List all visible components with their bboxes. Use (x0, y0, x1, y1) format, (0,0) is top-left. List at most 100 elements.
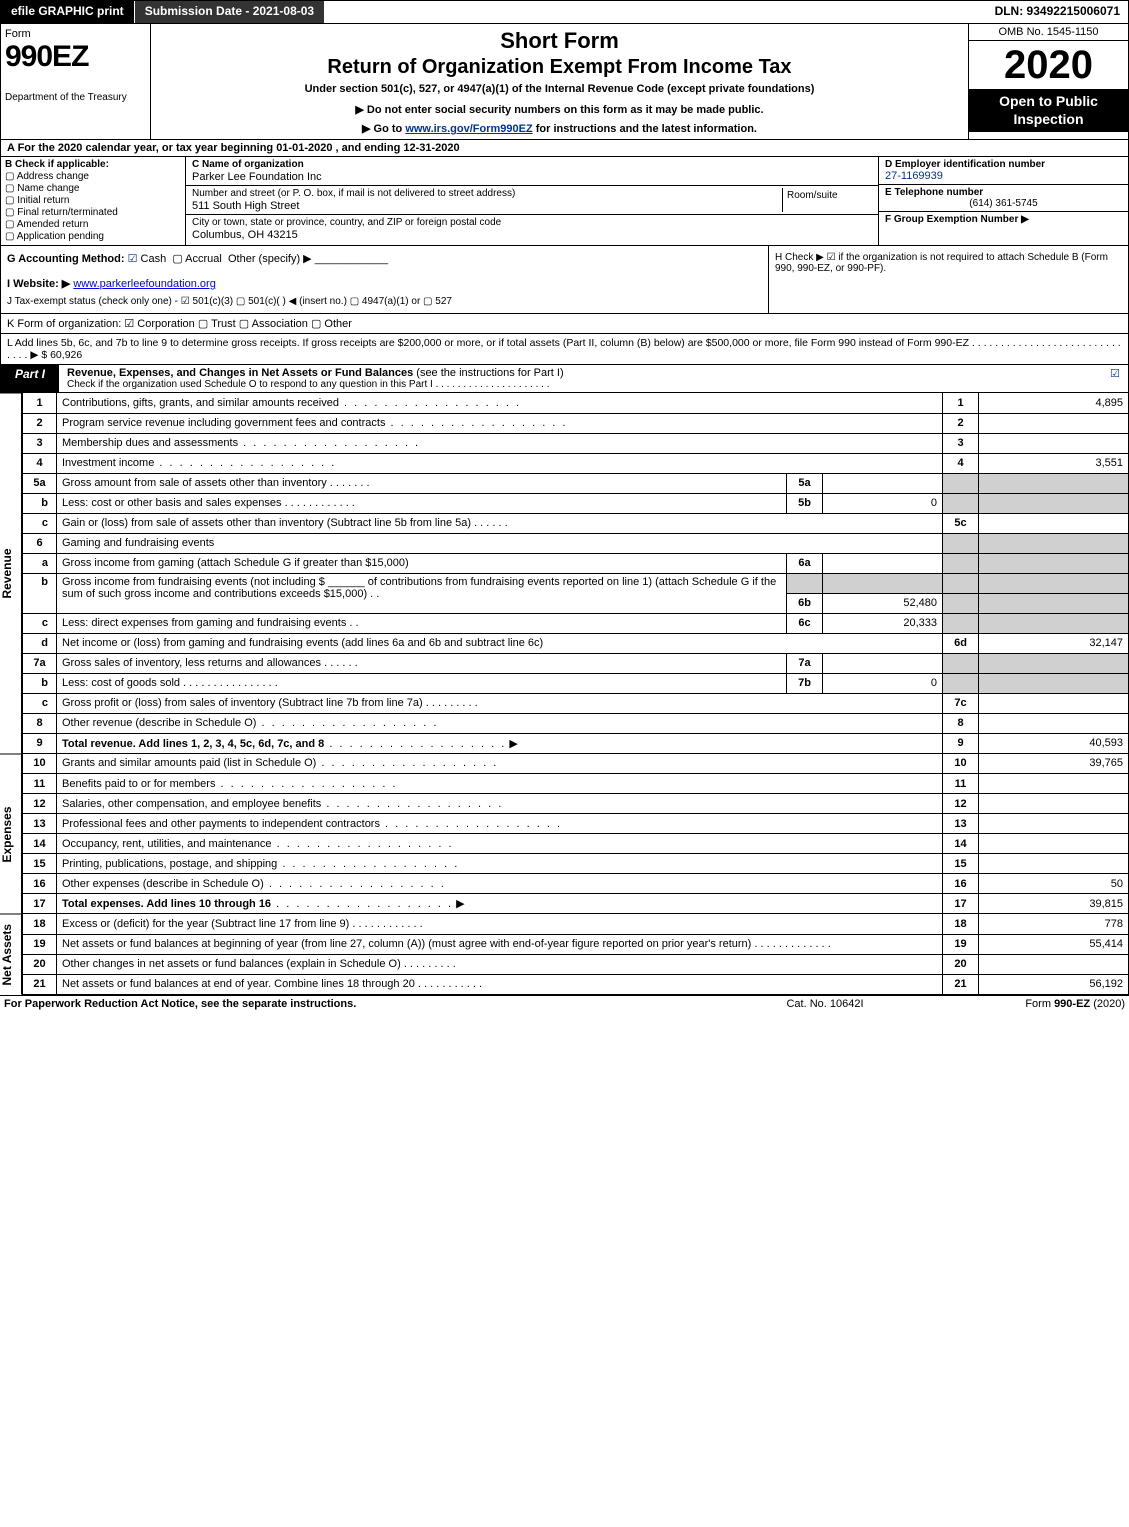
l6a-desc: Gross income from gaming (attach Schedul… (57, 553, 787, 573)
l13-num: 13 (23, 814, 57, 834)
l16-val: 50 (979, 874, 1129, 894)
chk-initial-return[interactable]: Initial return (5, 195, 181, 206)
l10-val: 39,765 (979, 754, 1129, 774)
l6c-desc: Less: direct expenses from gaming and fu… (57, 613, 787, 633)
section-c: C Name of organization Parker Lee Founda… (186, 157, 878, 245)
l21-num: 21 (23, 974, 57, 994)
submission-date-button[interactable]: Submission Date - 2021-08-03 (135, 1, 325, 23)
l15-box: 15 (943, 854, 979, 874)
l20-num: 20 (23, 954, 57, 974)
l2-desc: Program service revenue including govern… (57, 413, 943, 433)
l6b2-shade (943, 593, 979, 613)
l10-box: 10 (943, 754, 979, 774)
l21-desc: Net assets or fund balances at end of ye… (57, 974, 943, 994)
org-city-row: City or town, state or province, country… (186, 215, 878, 243)
chk-name-change[interactable]: Name change (5, 183, 181, 194)
l10-num: 10 (23, 754, 57, 774)
l19-num: 19 (23, 934, 57, 954)
chk-accrual[interactable]: Accrual (172, 253, 222, 265)
row-l-text: L Add lines 5b, 6c, and 7b to line 9 to … (7, 337, 1121, 361)
line-6a: a Gross income from gaming (attach Sched… (23, 553, 1129, 573)
l8-box: 8 (943, 713, 979, 733)
title-return: Return of Organization Exempt From Incom… (157, 56, 962, 79)
l6a-num: a (23, 553, 57, 573)
chk-cash[interactable]: Cash (128, 253, 167, 265)
l14-desc: Occupancy, rent, utilities, and maintena… (57, 834, 943, 854)
l21-val: 56,192 (979, 974, 1129, 994)
l5b-box: 5b (787, 493, 823, 513)
phone-value: (614) 361-5745 (885, 198, 1122, 209)
ein-row: D Employer identification number 27-1169… (879, 157, 1128, 185)
expenses-table: 10 Grants and similar amounts paid (list… (22, 754, 1129, 915)
line-13: 13 Professional fees and other payments … (23, 814, 1129, 834)
form-title-block: Short Form Return of Organization Exempt… (151, 24, 968, 139)
l6d-val: 32,147 (979, 633, 1129, 653)
chk-address-change[interactable]: Address change (5, 171, 181, 182)
org-name-row: C Name of organization Parker Lee Founda… (186, 157, 878, 186)
l6b2-shade2 (979, 593, 1129, 613)
l18-val: 778 (979, 914, 1129, 934)
l14-val (979, 834, 1129, 854)
chk-amended-return[interactable]: Amended return (5, 219, 181, 230)
l6b-box: 6b (787, 593, 823, 613)
part1-tab: Part I (1, 365, 59, 392)
line-16: 16 Other expenses (describe in Schedule … (23, 874, 1129, 894)
accounting-method: G Accounting Method: Cash Accrual Other … (1, 246, 768, 313)
l2-num: 2 (23, 413, 57, 433)
l15-num: 15 (23, 854, 57, 874)
l16-box: 16 (943, 874, 979, 894)
l17-val: 39,815 (979, 894, 1129, 914)
l5b-desc: Less: cost or other basis and sales expe… (57, 493, 787, 513)
irs-link[interactable]: www.irs.gov/Form990EZ (405, 123, 532, 135)
line-21: 21 Net assets or fund balances at end of… (23, 974, 1129, 994)
l12-box: 12 (943, 794, 979, 814)
other-specify: Other (specify) ▶ (228, 253, 312, 265)
chk-final-return[interactable]: Final return/terminated (5, 207, 181, 218)
line-8: 8 Other revenue (describe in Schedule O)… (23, 713, 1129, 733)
tax-year: 2020 (969, 41, 1128, 89)
row-l-amount: 60,926 (50, 349, 82, 361)
line-1: 1 Contributions, gifts, grants, and simi… (23, 393, 1129, 413)
efile-print-button[interactable]: efile GRAPHIC print (1, 1, 135, 23)
l7c-desc: Gross profit or (loss) from sales of inv… (57, 693, 943, 713)
l4-val: 3,551 (979, 453, 1129, 473)
line-3: 3 Membership dues and assessments 3 (23, 433, 1129, 453)
org-name-label: C Name of organization (192, 159, 872, 170)
l5a-num: 5a (23, 473, 57, 493)
topbar: efile GRAPHIC print Submission Date - 20… (0, 0, 1129, 24)
l18-box: 18 (943, 914, 979, 934)
topbar-spacer (325, 1, 986, 23)
chk-application-pending[interactable]: Application pending (5, 231, 181, 242)
info-grid: B Check if applicable: Address change Na… (0, 157, 1129, 246)
l17-num: 17 (23, 894, 57, 914)
l5a-shade (943, 473, 979, 493)
l20-box: 20 (943, 954, 979, 974)
part1-schedule-o-check[interactable] (1102, 365, 1128, 392)
phone-label: E Telephone number (885, 187, 1122, 198)
l7a-shade (943, 653, 979, 673)
l6a-shade (943, 553, 979, 573)
revenue-table: 1 Contributions, gifts, grants, and simi… (22, 393, 1129, 754)
line-9: 9 Total revenue. Add lines 1, 2, 3, 4, 5… (23, 733, 1129, 753)
omb-number: OMB No. 1545-1150 (969, 24, 1128, 41)
l6-num: 6 (23, 533, 57, 553)
l7c-box: 7c (943, 693, 979, 713)
part1-title: Revenue, Expenses, and Changes in Net As… (59, 365, 1102, 392)
net-assets-section: Net Assets 18 Excess or (deficit) for th… (0, 914, 1129, 995)
l11-num: 11 (23, 774, 57, 794)
website-link[interactable]: www.parkerleefoundation.org (73, 278, 215, 290)
org-addr-row: Number and street (or P. O. box, if mail… (186, 186, 878, 215)
l6d-desc: Net income or (loss) from gaming and fun… (57, 633, 943, 653)
line-7b: b Less: cost of goods sold . . . . . . .… (23, 673, 1129, 693)
group-exemption-row: F Group Exemption Number ▶ (879, 212, 1128, 245)
form-number: 990EZ (5, 40, 146, 74)
row-k: K Form of organization: ☑ Corporation ▢ … (0, 314, 1129, 334)
goto-post: for instructions and the latest informat… (533, 123, 757, 135)
part1-title-paren: (see the instructions for Part I) (413, 367, 563, 379)
l21-box: 21 (943, 974, 979, 994)
goto-pre: ▶ Go to (362, 123, 405, 135)
l5b-shade (943, 493, 979, 513)
paperwork-notice: For Paperwork Reduction Act Notice, see … (4, 998, 725, 1010)
l6b-boxval: 52,480 (823, 593, 943, 613)
line-12: 12 Salaries, other compensation, and emp… (23, 794, 1129, 814)
